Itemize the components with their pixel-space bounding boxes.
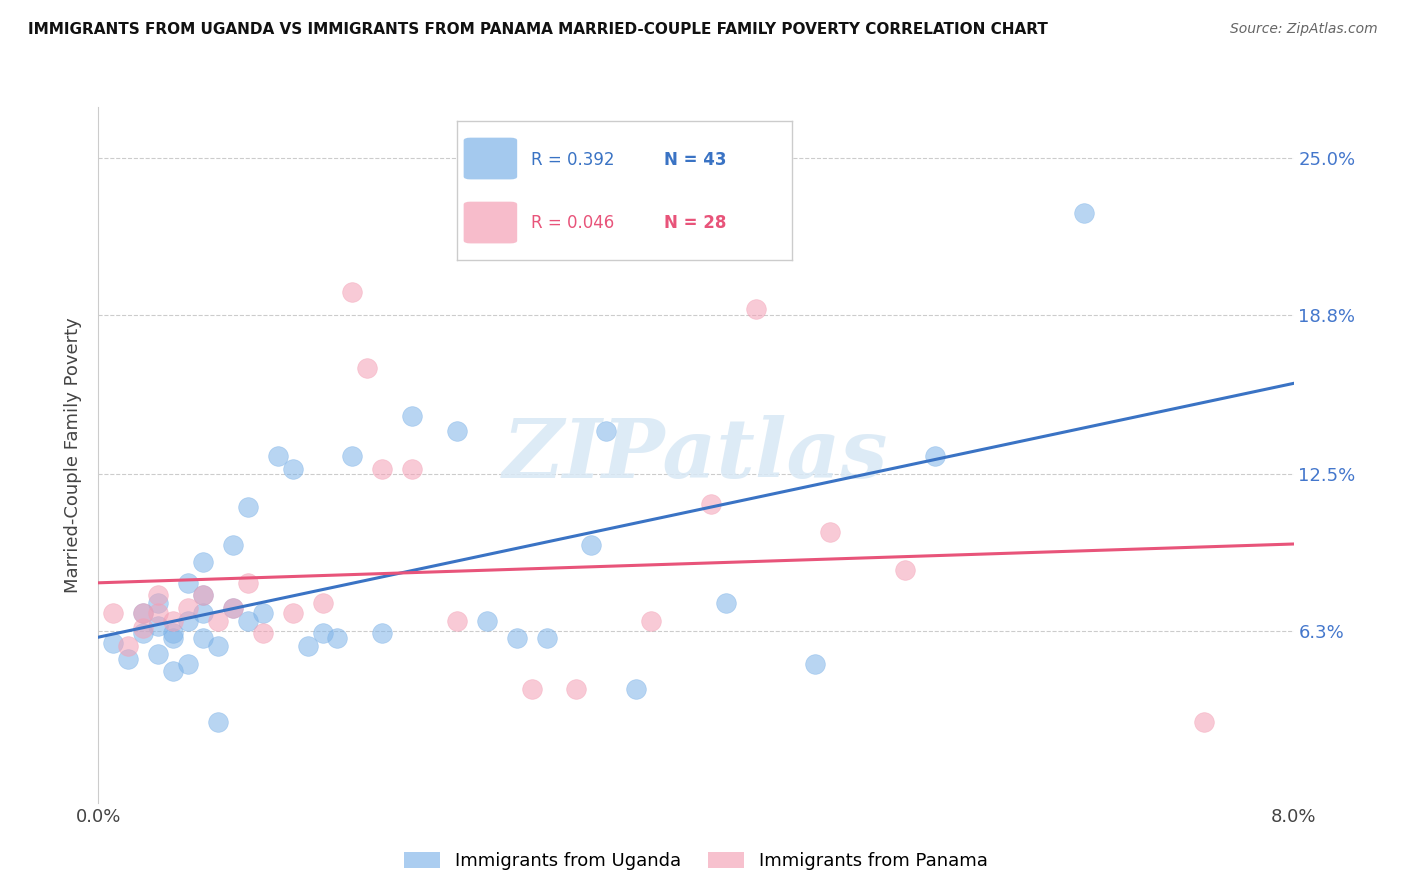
- Point: [191, 606, 214, 620]
- Point: [371, 626, 394, 640]
- Point: [356, 360, 378, 375]
- Point: [714, 596, 737, 610]
- Point: [804, 657, 827, 671]
- Point: [236, 575, 259, 590]
- Point: [640, 614, 662, 628]
- Point: [177, 575, 200, 590]
- Y-axis label: Married-Couple Family Poverty: Married-Couple Family Poverty: [65, 317, 83, 593]
- Point: [894, 563, 917, 577]
- Point: [536, 632, 558, 646]
- Point: [252, 626, 274, 640]
- Point: [297, 639, 319, 653]
- Point: [267, 449, 290, 463]
- Point: [132, 626, 155, 640]
- Point: [281, 462, 304, 476]
- Point: [475, 614, 498, 628]
- Point: [446, 424, 468, 438]
- Point: [207, 714, 229, 729]
- Point: [222, 601, 245, 615]
- Point: [191, 632, 214, 646]
- Point: [236, 500, 259, 514]
- Point: [252, 606, 274, 620]
- Point: [177, 657, 200, 671]
- Point: [371, 462, 394, 476]
- Point: [191, 588, 214, 602]
- Point: [148, 647, 170, 661]
- Point: [342, 285, 364, 299]
- Point: [1073, 206, 1095, 220]
- Point: [162, 632, 184, 646]
- Point: [581, 538, 603, 552]
- Text: ZIPatlas: ZIPatlas: [503, 415, 889, 495]
- Point: [1192, 714, 1215, 729]
- Point: [162, 626, 184, 640]
- Point: [311, 596, 333, 610]
- Point: [595, 424, 617, 438]
- Point: [148, 618, 170, 632]
- Point: [117, 651, 139, 665]
- Point: [103, 606, 125, 620]
- Point: [222, 538, 245, 552]
- Point: [401, 462, 423, 476]
- Point: [117, 639, 139, 653]
- Point: [236, 614, 259, 628]
- Point: [132, 606, 155, 620]
- Text: IMMIGRANTS FROM UGANDA VS IMMIGRANTS FROM PANAMA MARRIED-COUPLE FAMILY POVERTY C: IMMIGRANTS FROM UGANDA VS IMMIGRANTS FRO…: [28, 22, 1047, 37]
- Point: [132, 621, 155, 635]
- Point: [148, 596, 170, 610]
- Point: [191, 556, 214, 570]
- Point: [342, 449, 364, 463]
- Point: [565, 681, 588, 696]
- Point: [401, 409, 423, 423]
- Point: [924, 449, 946, 463]
- Point: [207, 639, 229, 653]
- Point: [207, 614, 229, 628]
- Point: [148, 606, 170, 620]
- Point: [191, 588, 214, 602]
- Text: Source: ZipAtlas.com: Source: ZipAtlas.com: [1230, 22, 1378, 37]
- Point: [132, 606, 155, 620]
- Legend: Immigrants from Uganda, Immigrants from Panama: Immigrants from Uganda, Immigrants from …: [396, 845, 995, 877]
- Point: [624, 681, 647, 696]
- Point: [222, 601, 245, 615]
- Point: [520, 681, 543, 696]
- Point: [281, 606, 304, 620]
- Point: [103, 636, 125, 650]
- Point: [311, 626, 333, 640]
- Point: [162, 665, 184, 679]
- Point: [177, 601, 200, 615]
- Point: [506, 632, 529, 646]
- Point: [700, 497, 723, 511]
- Point: [148, 588, 170, 602]
- Point: [177, 614, 200, 628]
- Point: [326, 632, 349, 646]
- Point: [745, 302, 768, 317]
- Point: [162, 614, 184, 628]
- Point: [446, 614, 468, 628]
- Point: [820, 525, 842, 540]
